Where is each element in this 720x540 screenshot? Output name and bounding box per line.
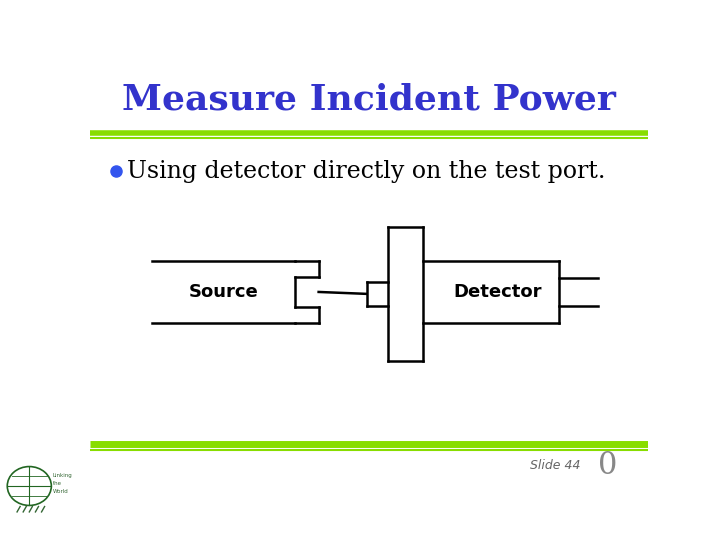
Text: Source: Source: [189, 283, 258, 301]
Text: Slide 44: Slide 44: [530, 458, 581, 472]
Text: Detector: Detector: [454, 283, 542, 301]
Text: Measure Incident Power: Measure Incident Power: [122, 83, 616, 117]
Text: 0: 0: [598, 450, 617, 481]
Text: World: World: [53, 489, 68, 494]
Text: Using detector directly on the test port.: Using detector directly on the test port…: [127, 159, 606, 183]
Text: Linking: Linking: [53, 472, 72, 478]
Text: the: the: [53, 481, 62, 486]
